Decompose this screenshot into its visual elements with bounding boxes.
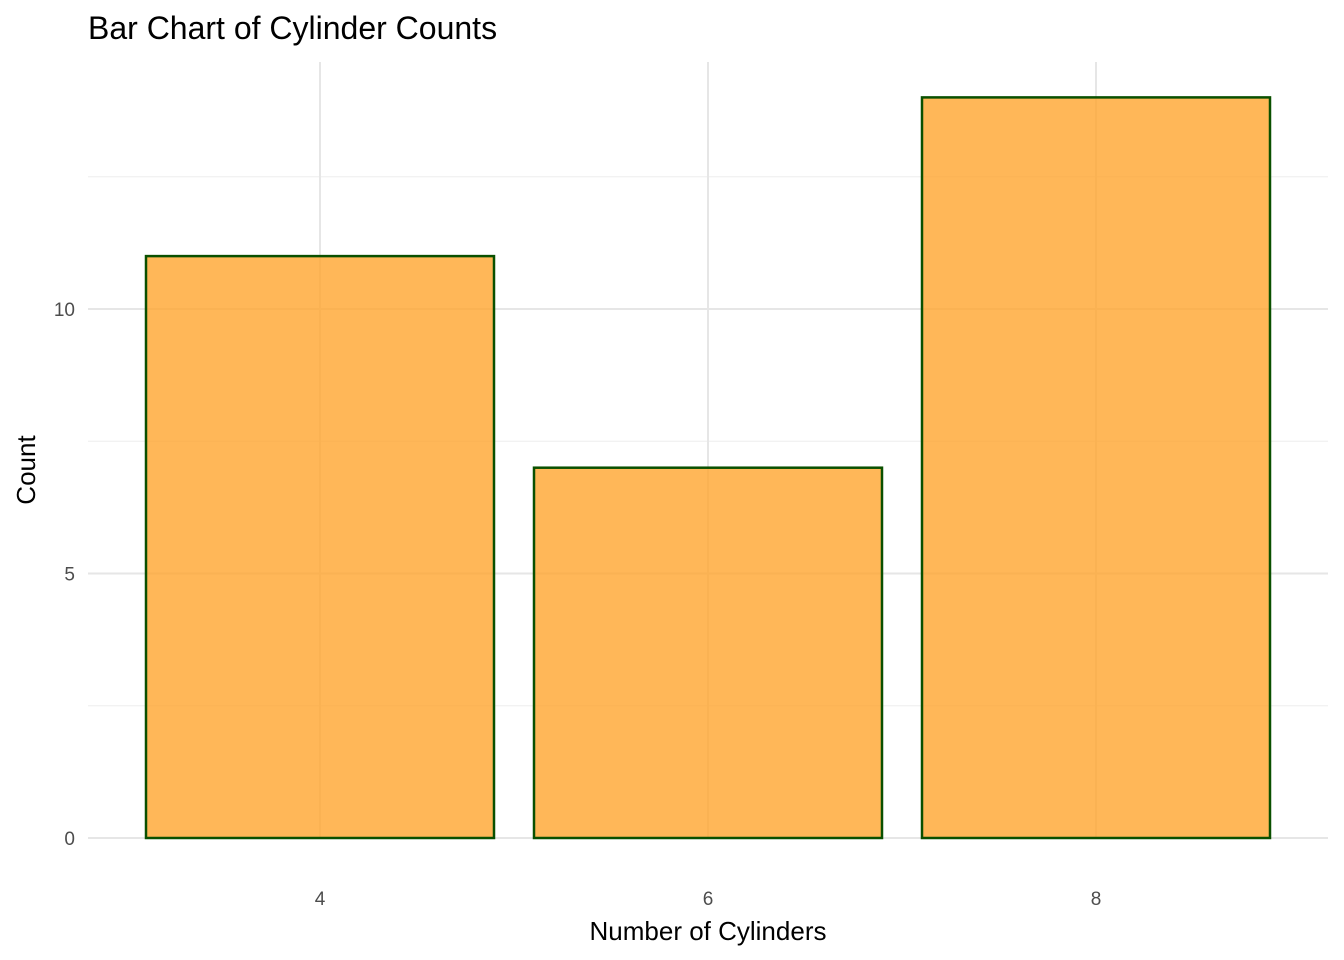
y-axis-title: Count <box>11 435 41 505</box>
x-tick-label: 4 <box>315 889 326 910</box>
x-tick-label: 6 <box>703 889 714 910</box>
x-axis-ticks: 4 6 8 <box>315 889 1102 910</box>
y-tick-label: 0 <box>64 829 75 850</box>
x-tick-label: 8 <box>1091 889 1102 910</box>
x-axis-title: Number of Cylinders <box>590 916 827 946</box>
bar-6 <box>532 466 884 840</box>
bar-4 <box>144 254 496 840</box>
chart-title: Bar Chart of Cylinder Counts <box>88 10 498 46</box>
y-axis-ticks: 0 5 10 <box>54 300 75 850</box>
bars <box>144 96 1272 840</box>
y-tick-label: 10 <box>54 300 75 321</box>
bar-8 <box>920 96 1272 840</box>
y-tick-label: 5 <box>64 565 75 586</box>
